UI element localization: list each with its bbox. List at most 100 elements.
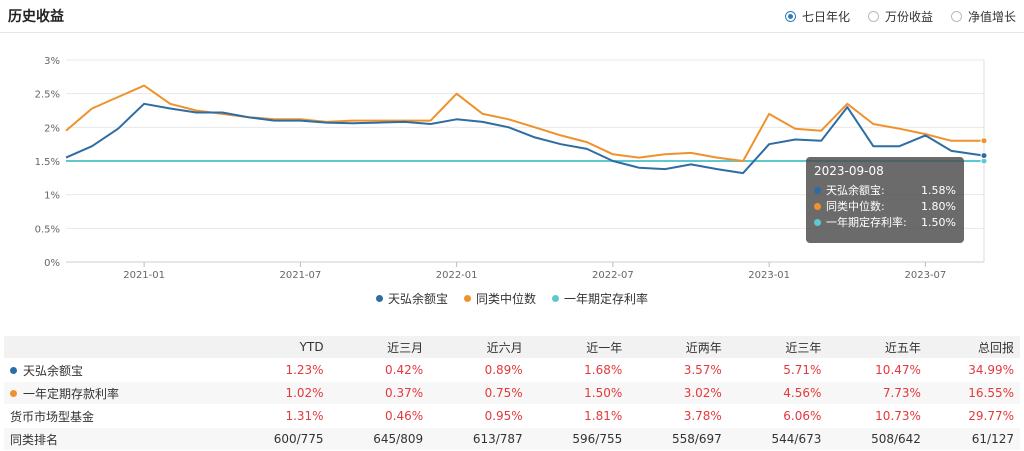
- chart-legend: 天弘余额宝 同类中位数 一年期定存利率: [0, 290, 1024, 307]
- table-cell: 596/755: [528, 427, 629, 451]
- legend-item-median[interactable]: 同类中位数: [463, 290, 536, 307]
- table-header-cell: 近一年: [528, 336, 629, 359]
- table-cell: 16.55%: [926, 381, 1020, 405]
- table-row: 货币市场型基金 1.31% 0.46% 0.95% 1.81% 3.78% 6.…: [4, 404, 1020, 428]
- legend-label: 天弘余额宝: [387, 292, 448, 306]
- series-end-point: [980, 137, 988, 145]
- series-line: [65, 102, 985, 175]
- table-cell: 0.42%: [329, 358, 430, 382]
- table-cell: 508/642: [827, 427, 927, 451]
- chart-tooltip: 2023-09-08 天弘余额宝: 1.58% 同类中位数: 1.80% 一年期…: [806, 157, 964, 243]
- table-header-cell: [4, 336, 230, 359]
- legend-label: 一年期定存利率: [564, 292, 649, 306]
- legend-dot-icon: [375, 295, 383, 302]
- radio-empty-icon: [950, 11, 962, 22]
- table-cell: 0.95%: [429, 404, 529, 428]
- x-tick-label: 2021-07: [279, 270, 321, 280]
- series-dot-icon: [10, 366, 17, 374]
- row-label-cell: 天弘余额宝: [4, 358, 230, 382]
- series-dot-icon: [814, 186, 821, 194]
- radio-empty-icon: [867, 11, 879, 22]
- table-header-cell: YTD: [230, 336, 330, 359]
- returns-table: YTD 近三月 近六月 近一年 近两年 近三年 近五年 总回报 天弘余额宝 1.…: [4, 336, 1020, 451]
- tooltip-date: 2023-09-08: [814, 164, 884, 178]
- tooltip-series-value: 1.80%: [921, 199, 956, 213]
- radio-selected-icon: [784, 11, 796, 22]
- row-label: 货币市场型基金: [10, 409, 95, 424]
- series-dot-icon: [814, 218, 821, 226]
- x-tick-label: 2021-01: [123, 270, 165, 280]
- y-tick-label: 2%: [44, 123, 60, 134]
- tooltip-series-value: 1.50%: [921, 215, 956, 229]
- row-label-cell: 同类排名: [4, 427, 230, 451]
- x-tick-label: 2022-07: [592, 270, 634, 280]
- table-cell: 0.89%: [429, 358, 529, 382]
- table-cell: 1.23%: [230, 358, 330, 382]
- table-cell: 29.77%: [926, 404, 1020, 428]
- y-tick-label: 1.5%: [35, 157, 60, 168]
- legend-dot-icon: [463, 295, 471, 302]
- table-cell: 0.75%: [429, 381, 529, 405]
- table-row: 天弘余额宝 1.23% 0.42% 0.89% 1.68% 3.57% 5.71…: [4, 358, 1020, 382]
- table-cell: 10.73%: [827, 404, 927, 428]
- table-cell: 6.06%: [727, 404, 828, 428]
- table-cell: 1.68%: [528, 358, 629, 382]
- table-cell: 1.81%: [528, 404, 629, 428]
- x-tick-label: 2022-01: [436, 270, 478, 280]
- table-row: 同类排名 600/775 645/809 613/787 596/755 558…: [4, 427, 1020, 451]
- series-dot-icon: [10, 389, 17, 397]
- tooltip-series-name: 同类中位数:: [826, 200, 885, 213]
- table-cell: 3.78%: [628, 404, 728, 428]
- table-cell: 4.56%: [727, 381, 828, 405]
- row-label: 天弘余额宝: [23, 363, 84, 378]
- radio-seven-day-yield[interactable]: 七日年化: [784, 8, 850, 25]
- table-cell: 558/697: [628, 427, 728, 451]
- tooltip-row-fund: 天弘余额宝: 1.58%: [814, 182, 956, 198]
- series-line: [65, 84, 984, 162]
- table-cell: 544/673: [727, 427, 828, 451]
- table-cell: 613/787: [429, 427, 529, 451]
- radio-label: 净值增长: [967, 10, 1016, 24]
- legend-dot-icon: [552, 295, 559, 302]
- table-cell: 34.99%: [926, 358, 1020, 382]
- y-tick-label: 3%: [44, 56, 60, 67]
- radio-label: 七日年化: [801, 10, 850, 24]
- legend-item-fund[interactable]: 天弘余额宝: [375, 290, 448, 307]
- table-cell: 3.02%: [628, 381, 728, 405]
- table-cell: 3.57%: [628, 358, 728, 382]
- series-dot-icon: [814, 202, 821, 210]
- y-tick-label: 1%: [44, 191, 60, 202]
- radio-per-ten-thousand[interactable]: 万份收益: [867, 8, 933, 25]
- tooltip-row-deposit: 一年期定存利率: 1.50%: [814, 214, 956, 230]
- legend-label: 同类中位数: [475, 292, 536, 306]
- series-end-point: [980, 152, 988, 160]
- table-cell: 600/775: [230, 427, 330, 451]
- table-cell: 645/809: [329, 427, 430, 451]
- table-cell: 10.47%: [827, 358, 927, 382]
- row-label: 一年定期存款利率: [23, 386, 120, 401]
- row-label-cell: 货币市场型基金: [4, 404, 230, 428]
- table-cell: 0.46%: [329, 404, 430, 428]
- table-header-cell: 总回报: [926, 336, 1020, 359]
- header-bar: 历史收益 七日年化 万份收益 净值增长: [0, 0, 1024, 33]
- page-title: 历史收益: [8, 9, 64, 25]
- x-tick-label: 2023-07: [905, 270, 947, 280]
- legend-item-deposit[interactable]: 一年期定存利率: [552, 290, 648, 307]
- table-cell: 61/127: [926, 427, 1020, 451]
- radio-label: 万份收益: [884, 10, 933, 24]
- tooltip-row-median: 同类中位数: 1.80%: [814, 198, 956, 214]
- tooltip-series-name: 一年期定存利率:: [826, 216, 907, 229]
- row-label: 同类排名: [10, 432, 59, 447]
- radio-net-value-growth[interactable]: 净值增长: [950, 8, 1016, 25]
- y-tick-label: 0.5%: [35, 224, 60, 235]
- table-cell: 1.50%: [528, 381, 629, 405]
- y-tick-label: 0%: [44, 258, 60, 269]
- table-row: 一年定期存款利率 1.02% 0.37% 0.75% 1.50% 3.02% 4…: [4, 381, 1020, 405]
- table-header-cell: 近三年: [727, 336, 828, 359]
- yield-line-chart[interactable]: 0% 0.5% 1% 1.5% 2% 2.5% 3% 2021-01 2021-07 2022-0…: [0, 40, 1024, 280]
- table-cell: 5.71%: [727, 358, 828, 382]
- table-cell: 7.73%: [827, 381, 927, 405]
- table-header-cell: 近五年: [827, 336, 927, 359]
- table-cell: 1.31%: [230, 404, 330, 428]
- metric-radio-group: 七日年化 万份收益 净值增长: [784, 8, 1016, 25]
